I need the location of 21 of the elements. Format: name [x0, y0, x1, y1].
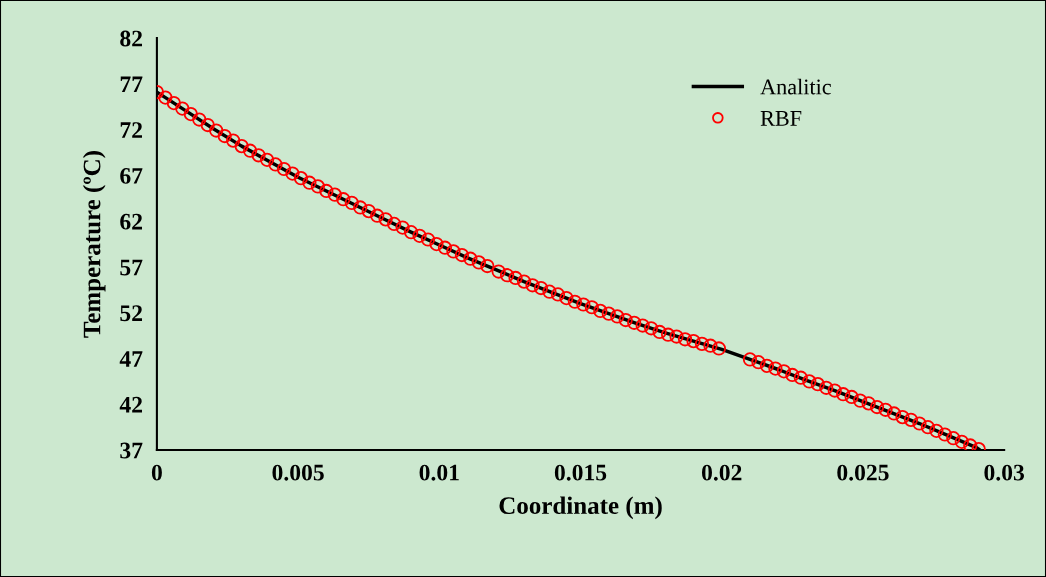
- x-axis-title: Coordinate (m): [499, 496, 662, 520]
- y-tick-label: 42: [119, 396, 142, 413]
- y-tick-label: 72: [120, 122, 142, 138]
- y-tick-label: 82: [120, 30, 142, 47]
- x-tick-label: 0.02: [701, 464, 742, 481]
- y-tick-label: 77: [120, 76, 143, 93]
- legend-label: RBF: [760, 111, 802, 126]
- x-tick-label: 0.025: [837, 464, 889, 481]
- x-tick-label: 0: [151, 464, 162, 481]
- x-tick-label: 0.015: [554, 464, 607, 481]
- y-tick-label: 57: [120, 259, 143, 276]
- y-tick-label: 52: [120, 305, 142, 322]
- y-tick-label: 67: [120, 167, 143, 184]
- y-tick-label: 47: [119, 351, 143, 367]
- legend-label: Analitic: [760, 78, 831, 95]
- x-tick-label: 0.01: [419, 464, 459, 481]
- y-tick-label: 62: [120, 213, 142, 230]
- x-tick-label: 0.03: [984, 464, 1025, 481]
- x-tick-label: 0.005: [272, 464, 324, 481]
- y-axis-title: Temperature (ºC): [82, 151, 106, 338]
- y-tick-label: 37: [120, 442, 143, 459]
